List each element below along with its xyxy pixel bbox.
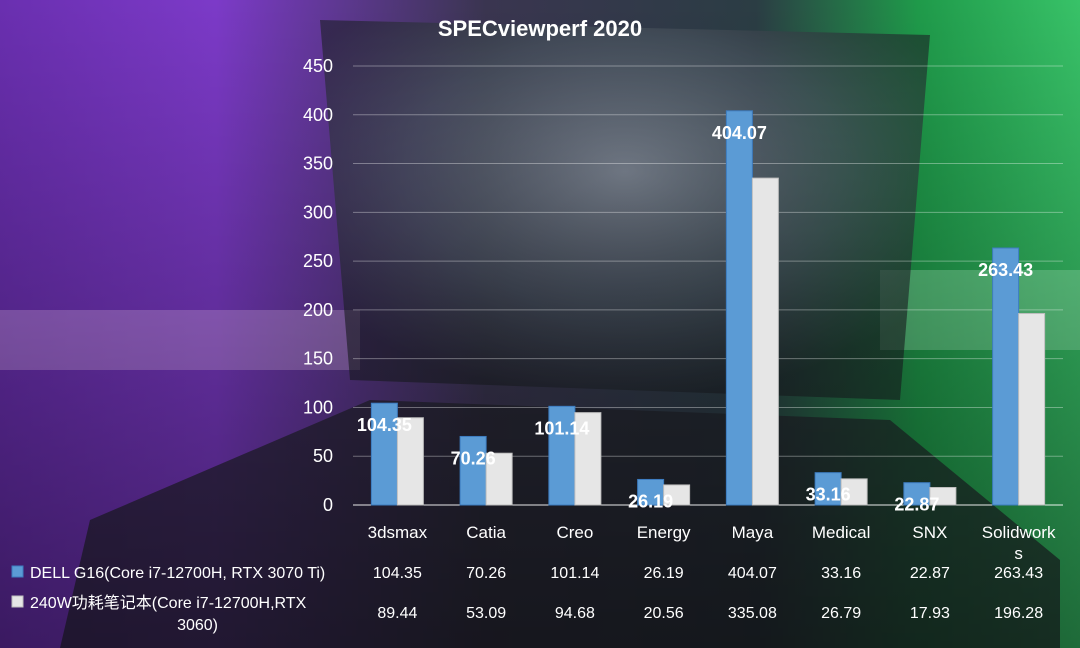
y-tick-label: 100 [303, 397, 333, 417]
data-table: 3dsmax Catia Creo Energy Maya Medical SNX Solid… [11, 523, 1056, 634]
data-label: 263.43 [978, 260, 1033, 280]
bar-series2 [751, 177, 779, 506]
category-label: Energy [637, 523, 691, 542]
bar-series2 [485, 452, 513, 506]
bar-series1 [725, 110, 753, 506]
bar-series1 [814, 472, 842, 506]
y-tick-label: 150 [303, 349, 333, 369]
y-tick-label: 50 [313, 446, 333, 466]
y-axis-ticks: 0 50 100 150 200 250 300 350 400 450 [303, 56, 333, 515]
table-cell: 17.93 [910, 605, 950, 622]
y-tick-label: 300 [303, 202, 333, 222]
data-label: 33.16 [806, 485, 851, 505]
series-name: 240W功耗笔记本(Core i7-12700H,RTX [30, 594, 307, 612]
series-name: 3060) [177, 617, 218, 634]
legend-swatch [11, 595, 24, 608]
table-cell: 263.43 [994, 565, 1043, 582]
table-cell: 101.14 [550, 565, 599, 582]
data-label: 104.35 [357, 415, 412, 435]
category-label: Medical [812, 523, 871, 542]
table-cell: 26.79 [821, 605, 861, 622]
legend-swatch [11, 565, 24, 578]
y-tick-label: 0 [323, 495, 333, 515]
table-cell: 26.19 [644, 565, 684, 582]
bar-series2 [840, 478, 868, 506]
bar-series1 [992, 247, 1020, 506]
bar-series2 [663, 484, 691, 506]
table-cell: 104.35 [373, 565, 422, 582]
category-label: s [1014, 544, 1023, 563]
data-label: 404.07 [712, 123, 767, 143]
bar-series2 [929, 487, 957, 506]
y-tick-label: 200 [303, 300, 333, 320]
category-label: Maya [732, 523, 774, 542]
table-cell: 335.08 [728, 605, 777, 622]
bars [370, 110, 1046, 506]
data-label: 101.14 [534, 418, 589, 438]
table-cell: 22.87 [910, 565, 950, 582]
y-tick-label: 250 [303, 251, 333, 271]
data-labels: 104.35 70.26 101.14 26.19 404.07 33.16 22.87 26… [357, 123, 1033, 515]
bar-series1 [459, 435, 487, 506]
table-cell: 20.56 [644, 605, 684, 622]
data-label: 70.26 [451, 448, 496, 468]
category-label: 3dsmax [368, 523, 428, 542]
bar-series1 [548, 405, 576, 506]
data-label: 26.19 [628, 491, 673, 511]
bar-series2 [574, 412, 602, 506]
category-label: Catia [466, 523, 506, 542]
series-name: DELL G16(Core i7-12700H, RTX 3070 Ti) [30, 565, 325, 582]
y-tick-label: 400 [303, 105, 333, 125]
chart-title: SPECviewperf 2020 [438, 16, 642, 41]
table-cell: 404.07 [728, 565, 777, 582]
y-tick-label: 350 [303, 154, 333, 174]
table-cell: 33.16 [821, 565, 861, 582]
bar-series2 [396, 417, 424, 506]
table-cell: 53.09 [466, 605, 506, 622]
bar-series2 [1018, 313, 1046, 506]
table-cell: 89.44 [377, 605, 417, 622]
table-cell: 196.28 [994, 605, 1043, 622]
category-label: Creo [556, 523, 593, 542]
category-label: SNX [912, 523, 947, 542]
table-cell: 70.26 [466, 565, 506, 582]
table-cell: 94.68 [555, 605, 595, 622]
category-label: Solidwork [982, 523, 1056, 542]
y-tick-label: 450 [303, 56, 333, 76]
gridlines [353, 65, 1063, 506]
data-label: 22.87 [894, 495, 939, 515]
